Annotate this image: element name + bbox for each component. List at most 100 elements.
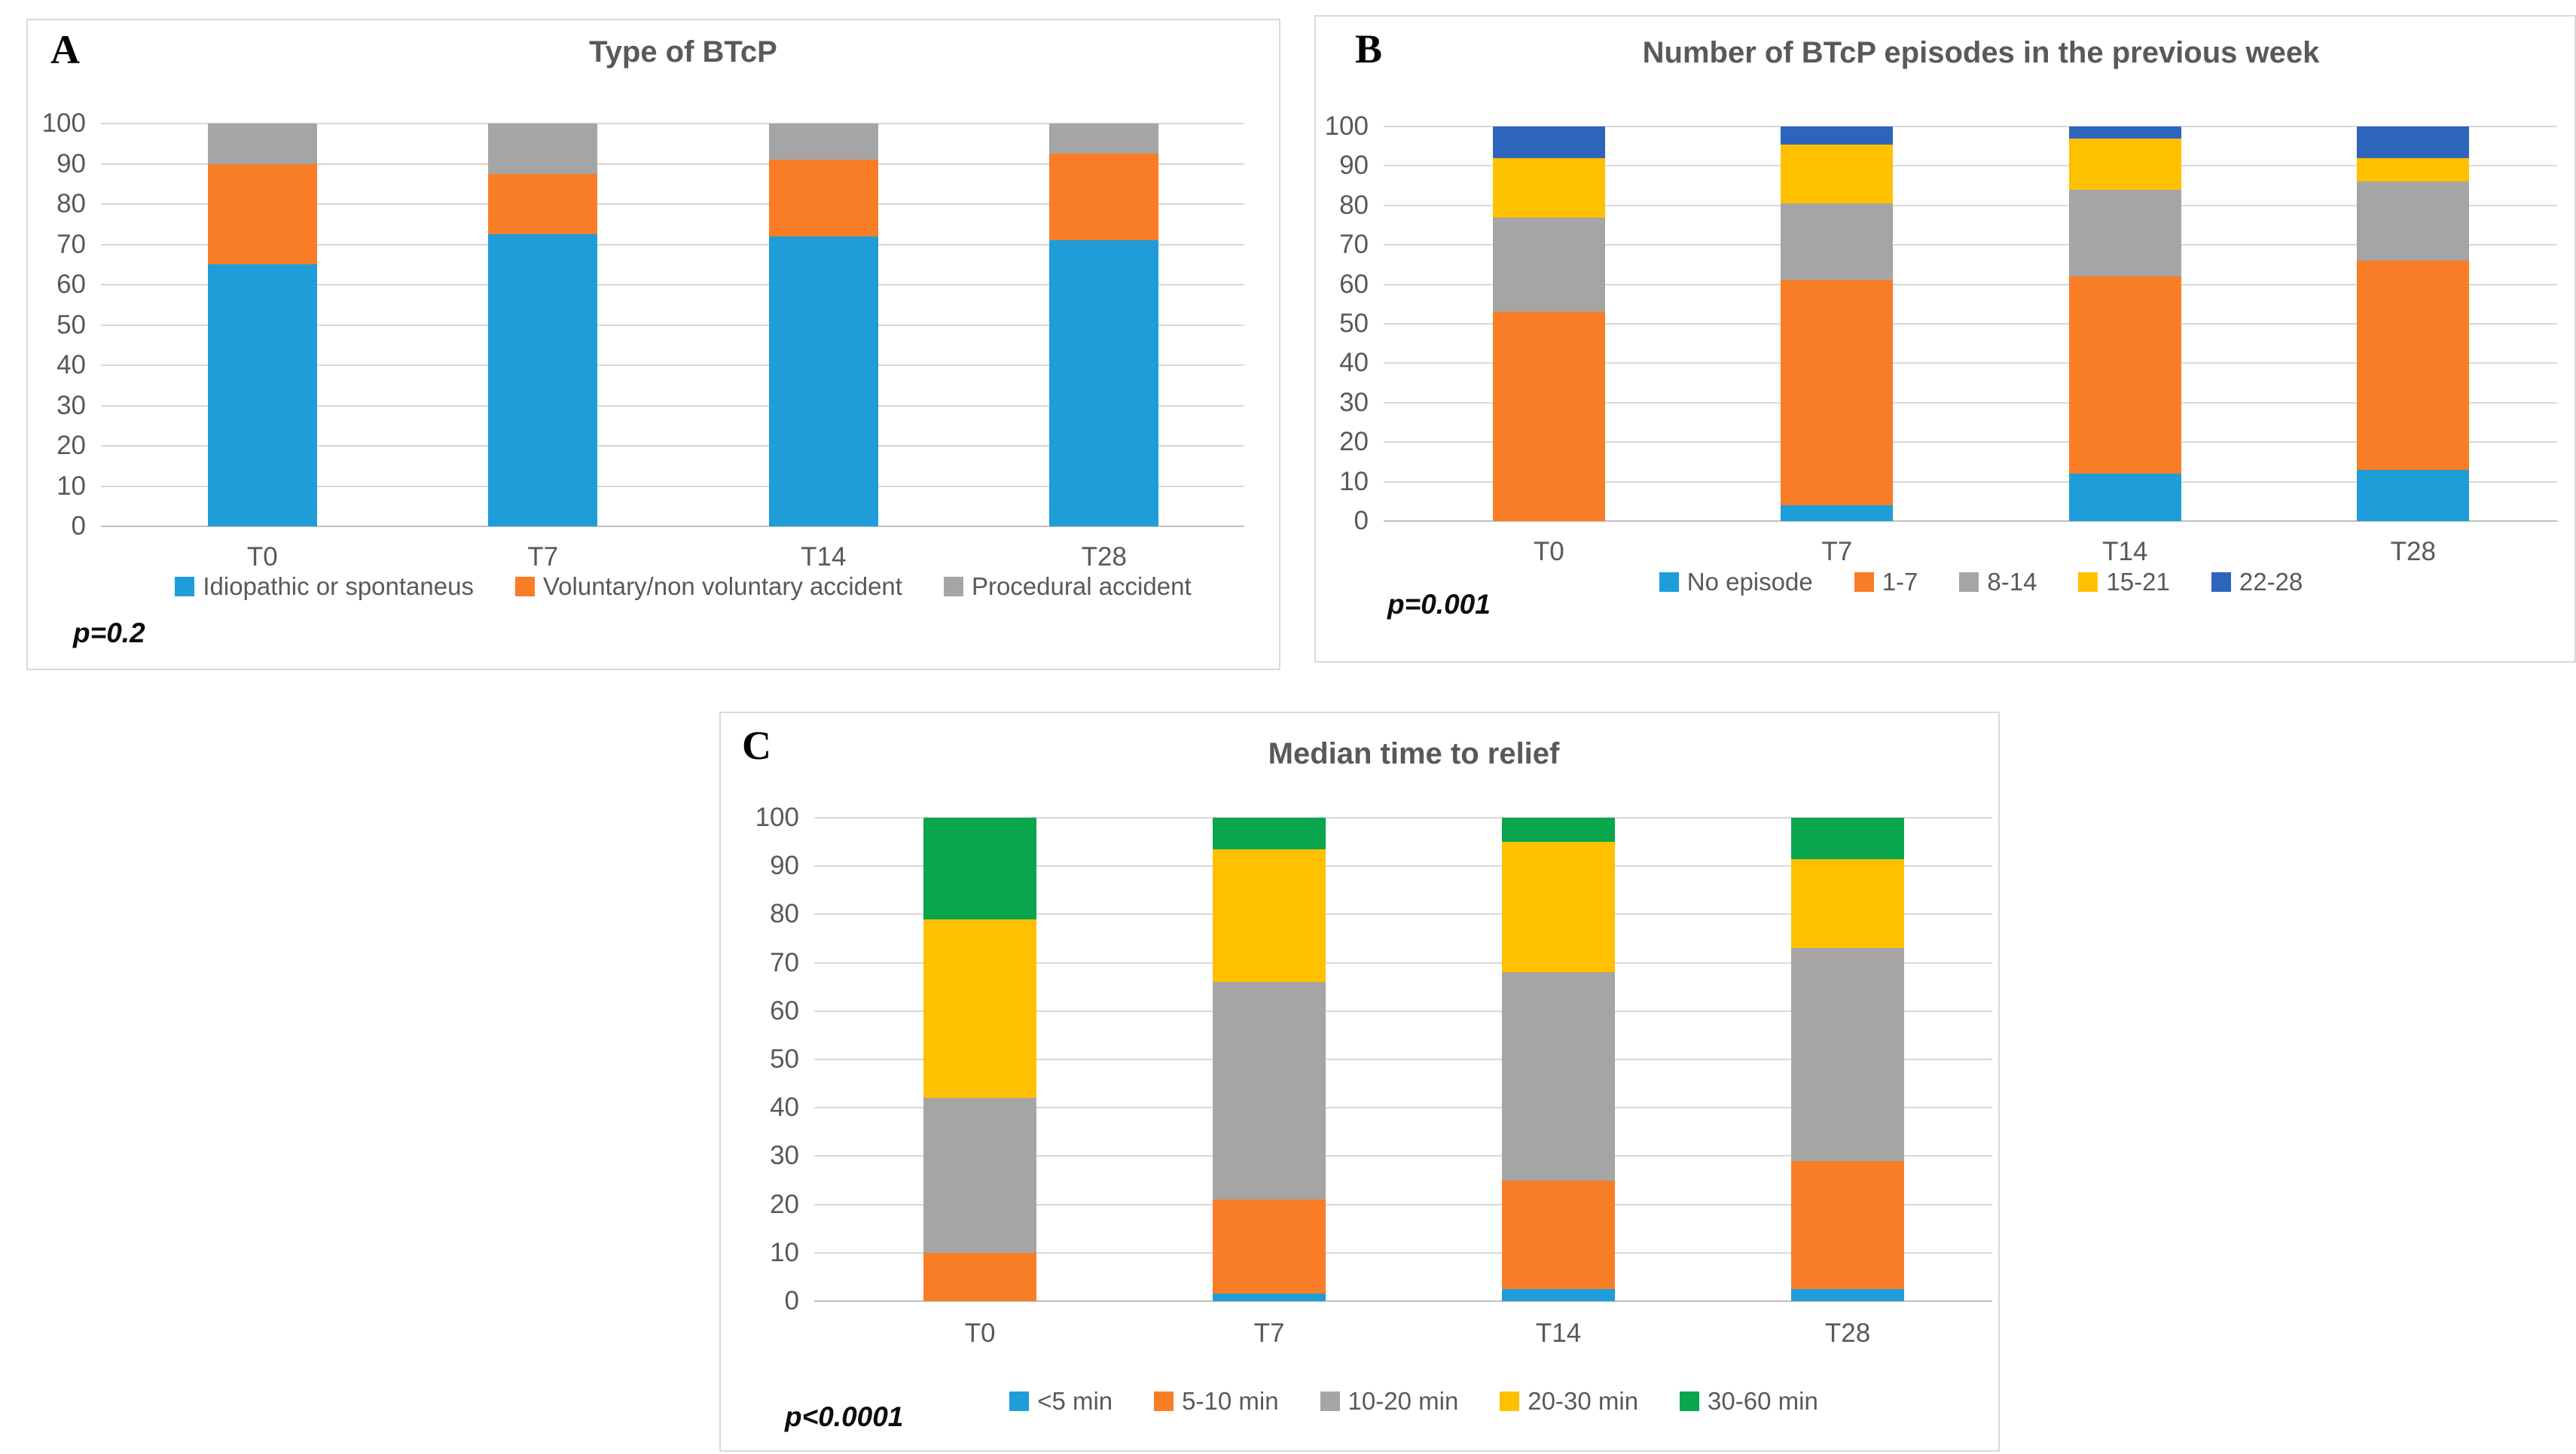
legend: <5 min 5-10 min 10-20 min 20-30 min 30-60 mi… (835, 1388, 1992, 1413)
bar-segment (1791, 948, 1904, 1161)
panel-b-btcp-episodes: B Number of BTcP episodes in the previous… (1314, 15, 2576, 663)
legend-swatch-icon (1320, 1391, 1340, 1411)
bar-segment (1781, 127, 1894, 145)
y-axis-tick-label: 40 (770, 1093, 799, 1123)
bar-segment (923, 818, 1036, 919)
bar-segment (1791, 818, 1904, 859)
legend-swatch-icon (175, 576, 195, 596)
bar-segment (2068, 189, 2181, 277)
x-axis-category-label: T28 (2390, 537, 2436, 566)
gridline-70 (814, 962, 1992, 964)
y-axis-tick-label: 90 (56, 148, 86, 178)
bar-segment (2357, 469, 2470, 521)
bar-segment (1492, 217, 1605, 312)
gridline-90 (101, 163, 1244, 165)
bar-segment (2068, 276, 2181, 474)
gridline-30 (101, 404, 1244, 407)
gridline-90 (1384, 165, 2557, 167)
y-axis-tick-label: 10 (1339, 466, 1369, 496)
bar-column-t14 (768, 123, 878, 526)
gridline-50 (101, 324, 1244, 326)
x-axis-category-label: T7 (1253, 1318, 1285, 1348)
y-axis-tick-label: 70 (1339, 230, 1369, 260)
bar-segment (1049, 154, 1159, 241)
bar-segment (1492, 312, 1605, 521)
gridline-80 (1384, 204, 2557, 206)
bar-column-t14 (2068, 127, 2181, 521)
y-axis-tick-label: 20 (1339, 427, 1369, 457)
x-axis-category-label: T28 (1081, 542, 1127, 572)
gridline-40 (1384, 362, 2557, 364)
y-axis-tick-label: 10 (56, 471, 86, 501)
bar-segment (1213, 849, 1326, 983)
x-axis-category-label: T0 (1533, 537, 1564, 566)
legend-item: 8-14 (1959, 569, 2037, 594)
y-axis-tick-label: 30 (1339, 387, 1369, 417)
y-axis-tick-label: 30 (770, 1141, 799, 1171)
bar-segment (1791, 1160, 1904, 1289)
legend-item: Procedural accident (943, 572, 1192, 600)
legend-swatch-icon (1500, 1391, 1520, 1411)
gridline-0 (101, 526, 1244, 527)
legend-swatch-icon (1854, 572, 1874, 592)
y-axis-tick-label: 70 (770, 947, 799, 977)
panel-c-median-time-to-relief: C Median time to relief 0 10 20 30 40 50 60 70 80 9… (719, 712, 2000, 1452)
legend-swatch-icon (1009, 1391, 1030, 1411)
y-axis-tick-label: 60 (56, 270, 86, 299)
bar-column-t14 (1502, 818, 1615, 1301)
legend-swatch-icon (1659, 572, 1679, 592)
bar-segment (488, 173, 598, 235)
bar-segment (1781, 203, 1894, 281)
bar-segment (768, 123, 878, 160)
legend-item: No episode (1659, 569, 1813, 594)
gridline-60 (1384, 283, 2557, 285)
gridline-0 (1384, 520, 2557, 522)
legend: No episode 1-7 8-14 15-21 22-28 (1405, 569, 2557, 594)
y-axis-tick-label: 60 (1339, 269, 1369, 299)
bar-column-t7 (1781, 127, 1894, 521)
legend-label: 30-60 min (1708, 1387, 1818, 1415)
bar-segment (1791, 858, 1904, 949)
y-axis-tick-label: 60 (770, 995, 799, 1026)
gridline-70 (1384, 244, 2557, 246)
bar-column-t28 (1049, 123, 1159, 526)
legend-label: Procedural accident (971, 572, 1192, 600)
legend-item: 22-28 (2211, 569, 2303, 594)
bar-column-t28 (1791, 818, 1904, 1301)
bar-segment (768, 160, 878, 236)
bar-segment (768, 236, 878, 526)
gridline-60 (814, 1010, 1992, 1012)
y-axis-tick-label: 20 (56, 431, 86, 460)
bar-segment (923, 1098, 1036, 1253)
y-axis-tick-label: 50 (56, 309, 86, 340)
legend-item: Idiopathic or spontaneus (175, 574, 474, 599)
bar-column-t0 (923, 818, 1036, 1301)
gridline-80 (814, 913, 1992, 916)
bar-segment (1791, 1288, 1904, 1301)
bar-column-t7 (1213, 818, 1326, 1301)
bar-segment (207, 264, 317, 526)
legend-swatch-icon (514, 576, 535, 596)
bar-column-t0 (1492, 127, 1605, 521)
gridline-100 (814, 817, 1992, 818)
bar-column-t28 (2357, 127, 2470, 521)
y-axis-tick-label: 80 (1339, 190, 1369, 220)
legend-swatch-icon (1959, 572, 1979, 592)
legend-label: 22-28 (2239, 568, 2303, 596)
chart-title: Type of BTcP (589, 35, 777, 69)
y-axis-tick-label: 0 (71, 511, 86, 541)
bar-segment (1781, 144, 1894, 204)
panel-letter: C (742, 723, 771, 768)
gridline-20 (1384, 441, 2557, 444)
y-axis-tick-label: 100 (755, 803, 799, 832)
x-axis-category-label: T14 (1535, 1318, 1582, 1348)
legend-label: 8-14 (1987, 568, 2037, 596)
bar-segment (1502, 842, 1615, 973)
y-axis-tick-label: 0 (784, 1286, 799, 1315)
gridline-70 (101, 243, 1244, 245)
bar-segment (2068, 474, 2181, 521)
y-axis-tick-label: 20 (770, 1189, 799, 1219)
legend-item: 10-20 min (1320, 1388, 1458, 1413)
bar-segment (2357, 127, 2470, 158)
y-axis-tick-label: 80 (56, 189, 86, 218)
